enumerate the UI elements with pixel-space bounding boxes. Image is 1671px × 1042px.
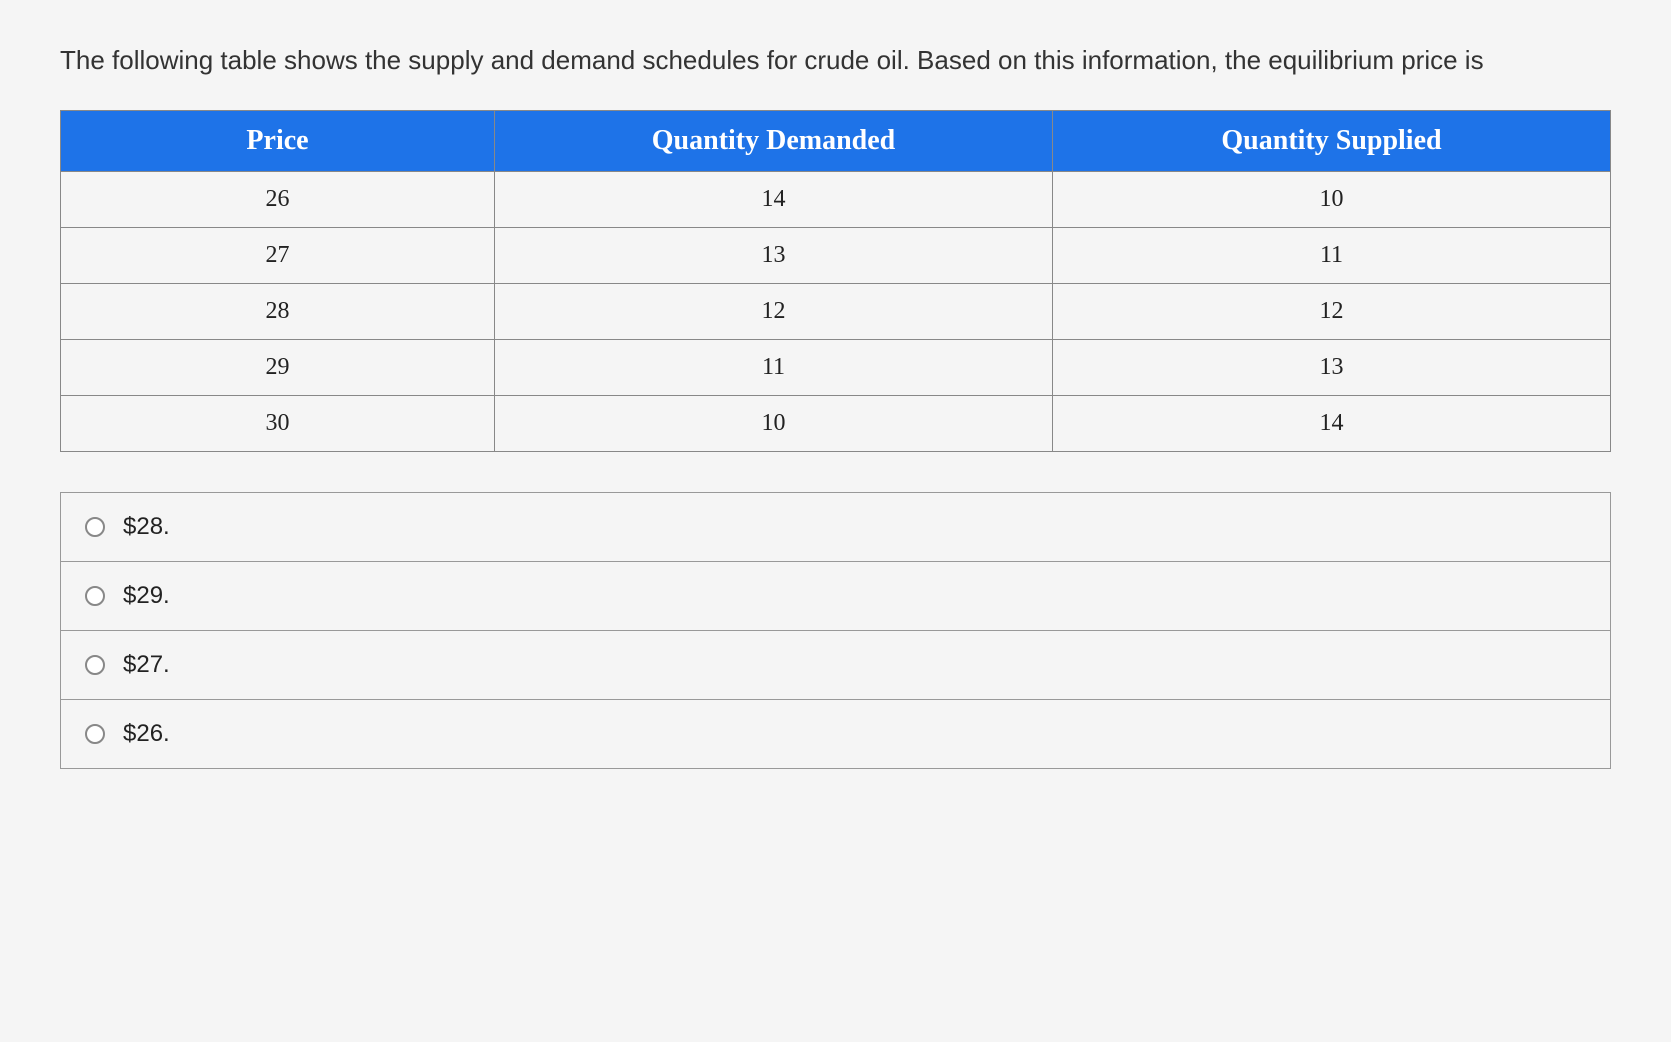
cell-supplied: 12	[1053, 283, 1611, 339]
cell-supplied: 11	[1053, 227, 1611, 283]
col-price: Price	[61, 110, 495, 171]
option-label: $28.	[123, 513, 170, 541]
option-label: $26.	[123, 720, 170, 748]
option-label: $29.	[123, 582, 170, 610]
table-row: 28 12 12	[61, 283, 1611, 339]
cell-demanded: 11	[495, 339, 1053, 395]
option-26[interactable]: $26.	[61, 700, 1610, 768]
table-header-row: Price Quantity Demanded Quantity Supplie…	[61, 110, 1611, 171]
supply-demand-table: Price Quantity Demanded Quantity Supplie…	[60, 110, 1611, 452]
answer-options: $28. $29. $27. $26.	[60, 492, 1611, 769]
cell-price: 30	[61, 395, 495, 451]
radio-icon	[85, 586, 105, 606]
question-text: The following table shows the supply and…	[60, 40, 1611, 82]
cell-price: 29	[61, 339, 495, 395]
table-row: 29 11 13	[61, 339, 1611, 395]
cell-price: 26	[61, 171, 495, 227]
option-29[interactable]: $29.	[61, 562, 1610, 631]
radio-icon	[85, 724, 105, 744]
option-27[interactable]: $27.	[61, 631, 1610, 700]
col-quantity-supplied: Quantity Supplied	[1053, 110, 1611, 171]
radio-icon	[85, 517, 105, 537]
cell-supplied: 13	[1053, 339, 1611, 395]
cell-supplied: 10	[1053, 171, 1611, 227]
cell-demanded: 14	[495, 171, 1053, 227]
table-row: 27 13 11	[61, 227, 1611, 283]
option-28[interactable]: $28.	[61, 493, 1610, 562]
table-row: 26 14 10	[61, 171, 1611, 227]
col-quantity-demanded: Quantity Demanded	[495, 110, 1053, 171]
cell-price: 28	[61, 283, 495, 339]
cell-demanded: 10	[495, 395, 1053, 451]
radio-icon	[85, 655, 105, 675]
cell-demanded: 13	[495, 227, 1053, 283]
cell-demanded: 12	[495, 283, 1053, 339]
option-label: $27.	[123, 651, 170, 679]
table-row: 30 10 14	[61, 395, 1611, 451]
cell-price: 27	[61, 227, 495, 283]
cell-supplied: 14	[1053, 395, 1611, 451]
